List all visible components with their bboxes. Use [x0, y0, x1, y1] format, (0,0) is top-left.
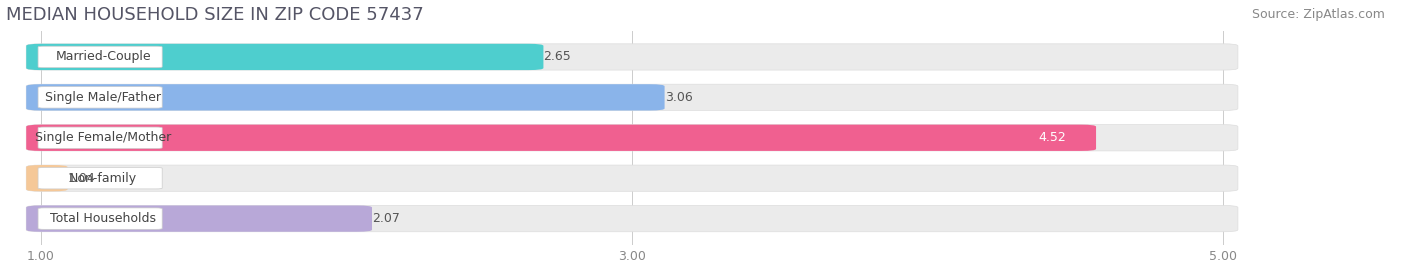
Text: 1.04: 1.04 — [67, 172, 96, 185]
FancyBboxPatch shape — [27, 125, 1237, 151]
FancyBboxPatch shape — [27, 165, 67, 191]
FancyBboxPatch shape — [27, 44, 1237, 70]
FancyBboxPatch shape — [38, 46, 162, 68]
Text: Single Male/Father: Single Male/Father — [45, 91, 162, 104]
FancyBboxPatch shape — [27, 206, 373, 232]
Text: MEDIAN HOUSEHOLD SIZE IN ZIP CODE 57437: MEDIAN HOUSEHOLD SIZE IN ZIP CODE 57437 — [6, 6, 423, 24]
Text: 3.06: 3.06 — [665, 91, 692, 104]
Text: 2.07: 2.07 — [373, 212, 399, 225]
FancyBboxPatch shape — [38, 127, 162, 148]
Text: Married-Couple: Married-Couple — [55, 51, 150, 63]
FancyBboxPatch shape — [38, 168, 162, 189]
FancyBboxPatch shape — [38, 87, 162, 108]
FancyBboxPatch shape — [27, 125, 1097, 151]
FancyBboxPatch shape — [27, 44, 543, 70]
Text: Total Households: Total Households — [51, 212, 156, 225]
FancyBboxPatch shape — [27, 165, 1237, 191]
Text: Single Female/Mother: Single Female/Mother — [35, 131, 172, 144]
Text: 4.52: 4.52 — [1039, 131, 1067, 144]
FancyBboxPatch shape — [38, 208, 162, 229]
Text: Non-family: Non-family — [69, 172, 138, 185]
Text: Source: ZipAtlas.com: Source: ZipAtlas.com — [1251, 8, 1385, 21]
FancyBboxPatch shape — [27, 84, 1237, 111]
FancyBboxPatch shape — [27, 84, 665, 111]
Text: 2.65: 2.65 — [543, 51, 571, 63]
FancyBboxPatch shape — [27, 206, 1237, 232]
